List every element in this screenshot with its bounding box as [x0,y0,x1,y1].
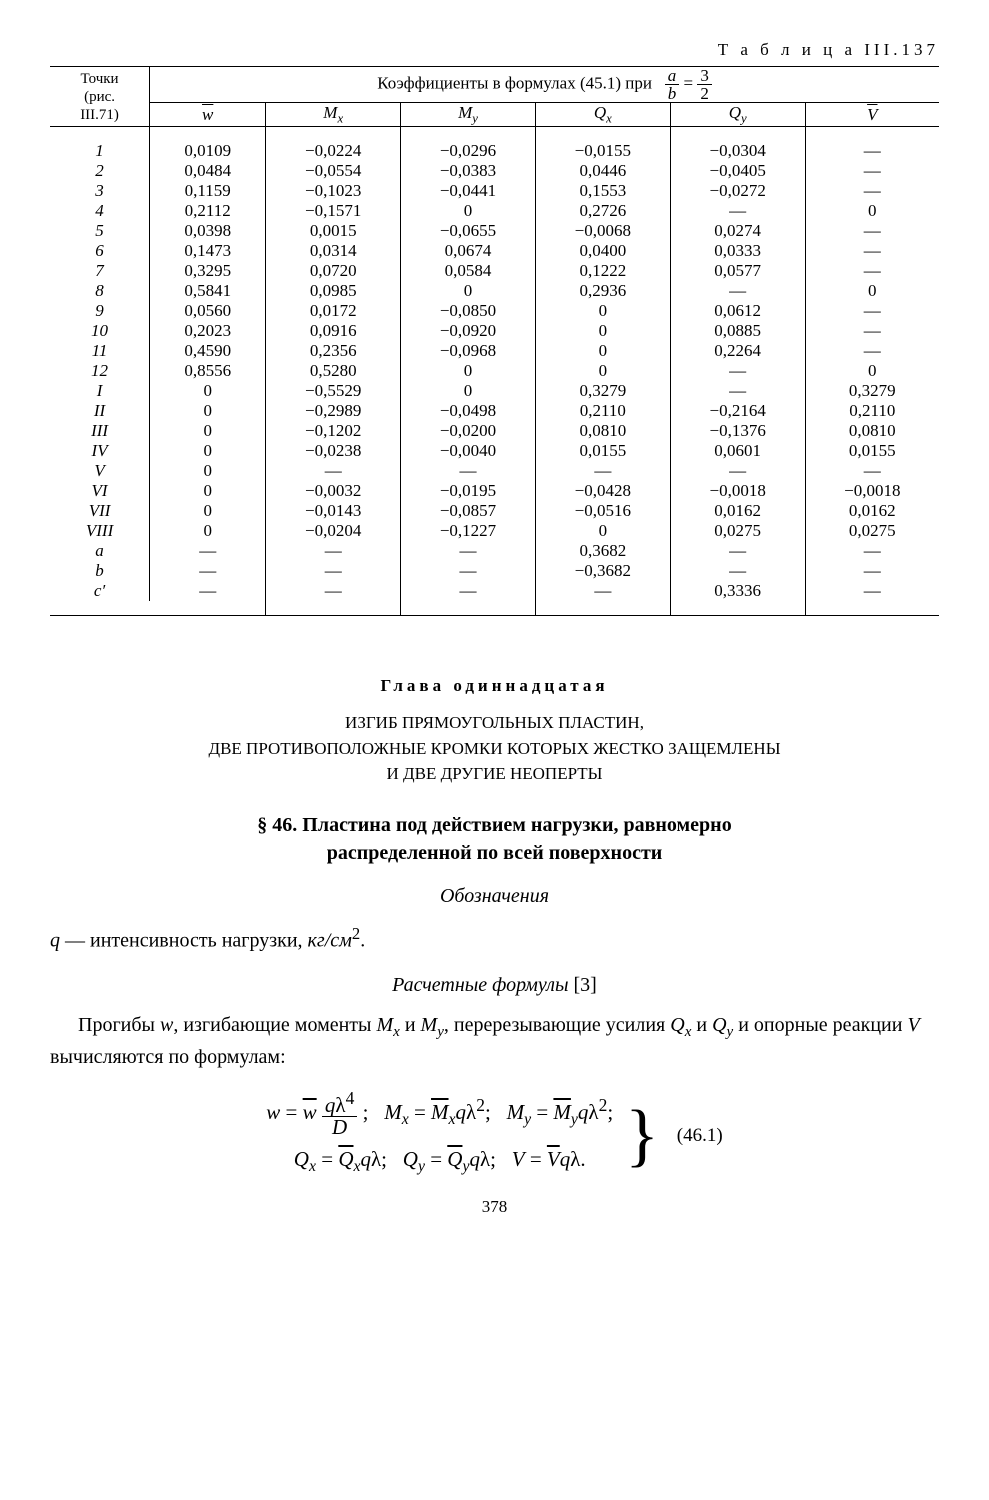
table-row: 100,20230,0916−0,092000,0885— [50,321,939,341]
paragraph-formulas: Прогибы w, изгибающие моменты Mx и My, п… [50,1011,939,1073]
table-row: 40,2112−0,157100,2726—0 [50,201,939,221]
table-caption: Т а б л и ц а III.137 [50,40,939,60]
table-row: III0−0,1202−0,02000,0810−0,13760,0810 [50,421,939,441]
col-qx: Qx [535,103,670,127]
col-my: My [401,103,536,127]
table-row: VIII0−0,0204−0,122700,02750,0275 [50,521,939,541]
table-row: IV0−0,0238−0,00400,01550,06010,0155 [50,441,939,461]
table-row: V0————— [50,461,939,481]
coeff-header: Коэффициенты в формулах (45.1) при ab = … [150,67,939,103]
table-row: 10,0109−0,0224−0,0296−0,0155−0,0304— [50,141,939,161]
table-row: 110,45900,2356−0,096800,2264— [50,341,939,361]
table-body: 10,0109−0,0224−0,0296−0,0155−0,0304—20,0… [50,141,939,601]
table-row: 50,03980,0015−0,0655−0,00680,0274— [50,221,939,241]
brace: } [625,1101,659,1171]
col-w: w [150,103,266,127]
table-row: 90,05600,0172−0,085000,0612— [50,301,939,321]
table-row: a———0,3682—— [50,541,939,561]
coeff-header-text: Коэффициенты в формулах (45.1) при [377,73,652,92]
table-row: b———−0,3682—— [50,561,939,581]
subhead-notation: Обозначения [50,885,939,908]
page-number: 378 [50,1197,939,1217]
table-row: 80,58410,098500,2936—0 [50,281,939,301]
chapter-label: Глава одиннадцатая [50,676,939,696]
formula-lines: w = w qλ4D ; Mx = Mxqλ2; My = Myqλ2; Qx … [266,1088,613,1183]
table-row: VI0−0,0032−0,0195−0,0428−0,0018−0,0018 [50,481,939,501]
col-v: V [805,103,939,127]
section-title: § 46. Пластина под действием нагрузки, р… [50,811,939,867]
table-row: 30,1159−0,1023−0,04410,1553−0,0272— [50,181,939,201]
table-row: I0−0,552900,3279—0,3279 [50,381,939,401]
table-row: 120,85560,528000—0 [50,361,939,381]
formula-block: w = w qλ4D ; Mx = Mxqλ2; My = Myqλ2; Qx … [50,1088,939,1183]
table-row: c′————0,3336— [50,581,939,601]
table-row: 60,14730,03140,06740,04000,0333— [50,241,939,261]
chapter-title: ИЗГИБ ПРЯМОУГОЛЬНЫХ ПЛАСТИН, ДВЕ ПРОТИВО… [50,710,939,787]
col-points: Точки(рис.III.71) [50,67,150,127]
definition-q: q — интенсивность нагрузки, кг/см2. [50,922,939,956]
table-row: II0−0,2989−0,04980,2110−0,21640,2110 [50,401,939,421]
coefficients-table: Точки(рис.III.71) Коэффициенты в формула… [50,66,939,615]
col-mx: Mx [266,103,401,127]
subhead-formulas: Расчетные формулы [3] [50,974,939,997]
table-row: 20,0484−0,0554−0,03830,0446−0,0405— [50,161,939,181]
table-row: VII0−0,0143−0,0857−0,05160,01620,0162 [50,501,939,521]
table-row: 70,32950,07200,05840,12220,0577— [50,261,939,281]
equation-number: (46.1) [677,1125,723,1147]
col-qy: Qy [670,103,805,127]
